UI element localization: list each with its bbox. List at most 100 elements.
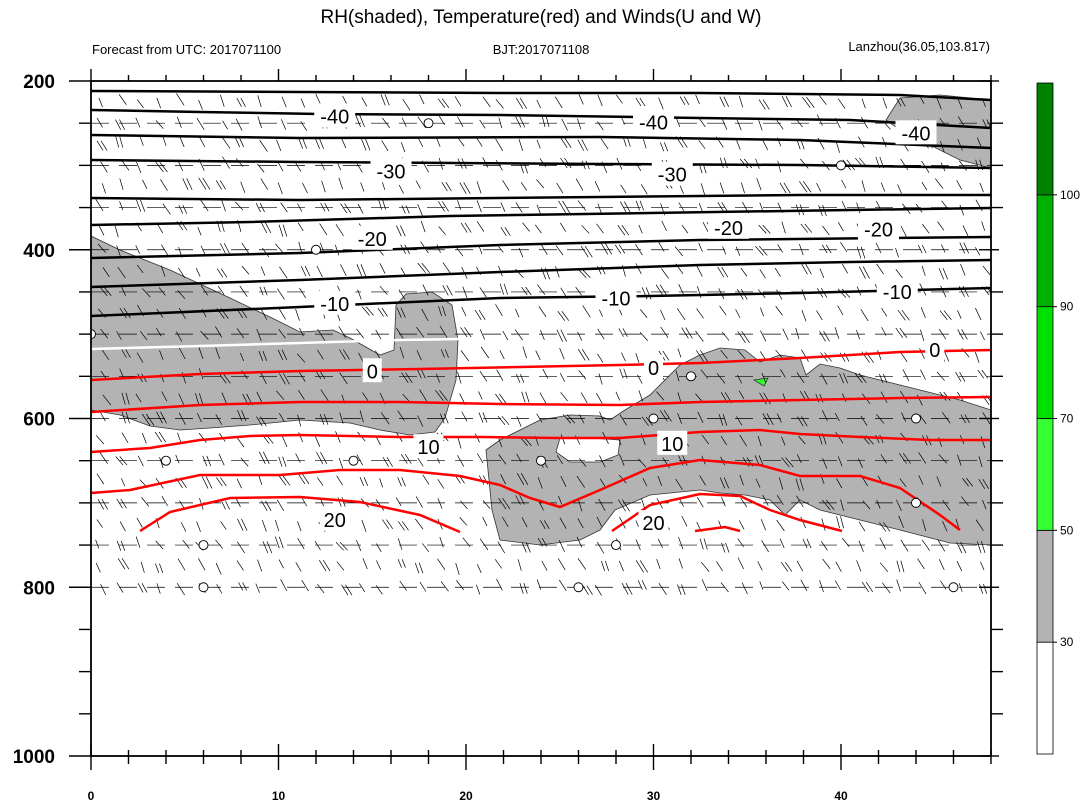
wind-barb xyxy=(922,519,927,532)
wind-barb xyxy=(762,224,771,234)
contour-label-text: 0 xyxy=(648,358,659,380)
wind-barb xyxy=(701,579,708,592)
plot-area: -40 -40 -40 -30 -30 -20 -20 -20 -10 -10 -10 0 0 0 10 10… xyxy=(91,89,991,596)
wind-barb xyxy=(139,136,144,146)
wind-barb xyxy=(796,454,802,464)
wind-barb xyxy=(834,412,840,422)
wind-barb xyxy=(604,242,612,255)
wind-barb xyxy=(840,499,844,511)
wind-barb xyxy=(819,330,826,342)
wind-barb xyxy=(278,475,287,486)
wind-barb xyxy=(404,453,412,464)
wind-barb xyxy=(241,309,248,319)
wind-barb xyxy=(379,285,388,295)
wind-barb xyxy=(239,285,248,297)
wind-barb xyxy=(578,370,587,380)
y-tick-label: 1000 xyxy=(13,747,55,768)
contour-label-text: -20 xyxy=(714,218,743,240)
wind-barb xyxy=(758,120,763,131)
wind-barb xyxy=(215,180,223,190)
y-tick-label: 400 xyxy=(23,241,55,262)
contour-label-text: 0 xyxy=(929,340,940,362)
isotherm-22 xyxy=(139,495,461,534)
contour-label: -20 xyxy=(708,214,749,240)
contour-label: 20 xyxy=(638,510,669,535)
wind-barb xyxy=(876,414,885,424)
wind-barb xyxy=(380,94,386,106)
wind-barb xyxy=(658,97,664,110)
wind-barb xyxy=(495,304,503,317)
wind-barb xyxy=(637,458,647,468)
wind-barb xyxy=(719,182,725,194)
wind-barb xyxy=(222,156,230,169)
wind-barb xyxy=(259,286,264,296)
wind-barb xyxy=(116,540,122,551)
wind-barb xyxy=(256,391,263,404)
wind-barb xyxy=(741,582,748,595)
wind-barb xyxy=(538,306,547,318)
wind-barb xyxy=(800,223,809,233)
wind-barb xyxy=(619,368,624,379)
wind-barb xyxy=(457,200,462,210)
wind-barb xyxy=(518,139,524,152)
wind-barb xyxy=(118,94,127,105)
wind-barb xyxy=(476,453,484,464)
wind-barb xyxy=(460,500,468,510)
wind-barb xyxy=(182,205,188,214)
colorbar-label: 100 xyxy=(1060,188,1080,202)
wind-barb xyxy=(495,138,504,151)
wind-barb xyxy=(775,306,783,316)
wind-barb xyxy=(155,120,164,129)
wind-barb xyxy=(695,94,700,105)
wind-barb xyxy=(560,475,567,487)
wind-barb xyxy=(515,495,521,505)
wind-barb xyxy=(937,221,945,231)
wind-barb xyxy=(338,177,344,190)
wind-barb xyxy=(375,499,385,511)
wind-barb xyxy=(678,558,683,569)
wind-barb xyxy=(419,389,428,402)
wind-barb xyxy=(196,117,205,131)
wind-barb xyxy=(278,413,285,423)
wind-barb xyxy=(801,416,808,427)
wind-barb xyxy=(856,560,862,572)
wind-barb xyxy=(119,178,124,190)
wind-barb xyxy=(382,456,389,467)
wind-barb xyxy=(260,178,269,190)
wind-barb xyxy=(581,349,590,361)
wind-barb xyxy=(437,498,443,509)
wind-barb xyxy=(140,561,145,573)
wind-barb xyxy=(577,518,584,529)
wind-barb xyxy=(136,199,142,212)
wind-barb xyxy=(860,309,869,322)
wind-barb xyxy=(801,349,809,362)
wind-barb xyxy=(835,141,840,153)
wind-barb xyxy=(659,284,667,296)
wind-barb xyxy=(260,266,266,276)
wind-barb xyxy=(738,95,744,108)
wind-barb xyxy=(177,432,182,444)
wind-barb xyxy=(99,286,108,297)
wind-barb xyxy=(160,179,168,191)
wind-barb xyxy=(977,137,982,147)
wind-barb xyxy=(302,473,310,485)
wind-barb xyxy=(235,436,245,448)
wind-barb xyxy=(422,543,430,552)
wind-barb xyxy=(401,372,409,384)
wind-barb xyxy=(980,561,985,571)
wind-barb xyxy=(816,182,822,192)
wind-barb xyxy=(120,540,126,551)
wind-barb xyxy=(776,495,784,505)
wind-barb xyxy=(974,351,980,363)
wind-barb xyxy=(615,391,621,401)
wind-barb xyxy=(758,455,764,465)
wind-barb xyxy=(681,515,688,527)
contour-label: -20 xyxy=(351,225,393,251)
wind-barb xyxy=(575,286,582,296)
wind-barb xyxy=(776,519,785,532)
wind-barb xyxy=(95,562,101,573)
wind-barb xyxy=(361,306,370,316)
contour-label-bg xyxy=(895,120,937,145)
wind-barb xyxy=(578,269,587,279)
wind-barb xyxy=(297,222,304,232)
